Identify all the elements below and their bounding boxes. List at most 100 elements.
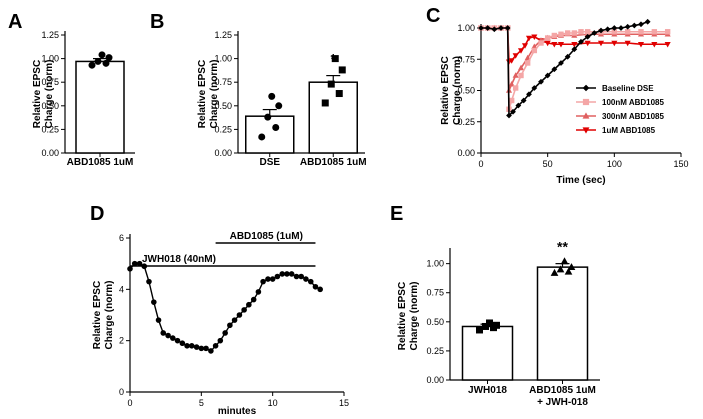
- panel-D-data-point: [141, 263, 148, 270]
- panel-C-legend-marker: [582, 84, 590, 92]
- panel-C-data-point: [544, 40, 551, 47]
- panel-C-data-point: [538, 78, 544, 85]
- panel-D-x-tick-label: 15: [339, 398, 349, 408]
- panel-C-data-point: [525, 35, 533, 42]
- panel-B-data-point: [268, 92, 276, 100]
- panel-D-data-point: [317, 286, 323, 293]
- panel-D-data-point: [236, 312, 243, 318]
- panel-C-y-tick-label: 0.00: [457, 148, 475, 158]
- panel-E-data-point: [560, 257, 569, 265]
- panel-C-data-point: [598, 27, 604, 34]
- panel-E-y-tick-label: 0.75: [426, 288, 444, 298]
- panel-D-data-point: [250, 296, 257, 303]
- panel-C-data-point: [517, 64, 525, 71]
- panel-B-bar: [245, 115, 295, 154]
- panel-C-x-label: Time (sec): [556, 175, 605, 186]
- panel-C-data-point: [551, 66, 558, 73]
- panel-C-legend-label: Baseline DSE: [602, 84, 654, 93]
- panel-C-legend-label: 100nM ABD1085: [602, 98, 665, 107]
- panel-C-data-point: [644, 18, 651, 25]
- panel-D-data-point: [179, 340, 186, 347]
- panel-D-data-point: [217, 337, 224, 344]
- panel-letter-D: D: [90, 203, 104, 225]
- panel-D-drug-label: ABD1085 (1uM): [230, 231, 303, 242]
- panel-C-data-point: [508, 97, 515, 104]
- panel-B-significance: *: [331, 51, 337, 67]
- panel-D-data-point: [151, 299, 157, 305]
- panel-C-data-point: [564, 53, 571, 60]
- panel-D-data-point: [260, 278, 266, 285]
- panel-D-x-tick-label: 0: [127, 398, 132, 408]
- panel-C-y-label: Relative EPSC: [440, 56, 451, 124]
- panel-D-data-point: [279, 271, 286, 277]
- panel-D-data-point: [274, 273, 281, 280]
- panel-B-category-label: ABD1085 1uM: [300, 157, 367, 168]
- panel-D-x-tick-label: 10: [268, 398, 278, 408]
- panel-C-data-point: [571, 41, 578, 48]
- panel-C-data-point: [611, 25, 618, 31]
- panel-A-y-tick-label: 0.25: [41, 124, 59, 134]
- panel-A-y-tick-label: 0.00: [41, 148, 59, 158]
- panel-C-data-point: [508, 81, 515, 87]
- panel-C-data-point: [558, 31, 564, 37]
- panel-D-data-point: [127, 266, 133, 272]
- panel-C-data-point: [478, 25, 484, 31]
- panel-C-data-point: [664, 41, 671, 48]
- panel-C-data-point: [664, 29, 671, 35]
- panel-E-data-point: [564, 267, 573, 275]
- panel-A-data-point: [102, 59, 110, 67]
- panel-C-data-point: [604, 26, 611, 33]
- panel-C-data-point: [637, 41, 645, 48]
- panel-C-data-point: [651, 41, 658, 48]
- panel-E-significance: **: [557, 239, 568, 255]
- panel-C-data-point: [651, 29, 658, 35]
- panel-C-data-point: [551, 32, 558, 39]
- panel-C-x-tick-label: 150: [673, 159, 688, 169]
- panel-C-data-point: [544, 72, 551, 79]
- panel-D-drug-label: JWH018 (40nM): [142, 254, 216, 265]
- panel-D-y-tick-label: 6: [119, 233, 124, 243]
- panel-D-data-point: [246, 301, 252, 308]
- panel-D-data-point: [222, 330, 228, 336]
- panel-C-data-point: [508, 58, 515, 64]
- panel-C-data-point: [524, 54, 531, 61]
- panel-C-legend-marker: [582, 112, 590, 119]
- panel-C-y-tick-label: 0.75: [457, 54, 475, 64]
- panel-C-data-point: [631, 22, 638, 29]
- panel-C-data-point: [531, 34, 538, 40]
- panel-C-data-point: [597, 40, 605, 47]
- panel-E-y-tick-label: 1.00: [426, 259, 444, 269]
- panel-C-x-tick-label: 100: [607, 159, 622, 169]
- panel-C-data-point: [584, 29, 591, 35]
- panel-E-category-label: JWH018: [468, 385, 507, 396]
- panel-C-data-point: [512, 72, 519, 78]
- panel-E-bar: [536, 266, 589, 381]
- panel-C-data-point: [521, 43, 529, 49]
- panel-D-data-point: [231, 317, 238, 323]
- panel-C-x-tick-label: 50: [543, 159, 553, 169]
- panel-A-data-point: [105, 54, 113, 62]
- panel-D-data-point: [198, 345, 205, 352]
- panel-A-y-tick-label: 0.50: [41, 101, 59, 111]
- panel-C-data-point: [584, 33, 591, 40]
- panel-D-data-point: [136, 260, 143, 267]
- panel-D-data-point: [265, 276, 271, 282]
- panel-A-data-point: [98, 51, 106, 59]
- panel-C-data-point: [624, 29, 631, 35]
- panel-C-data-point: [512, 53, 519, 59]
- panel-C-data-point: [531, 47, 538, 54]
- panel-C-data-point: [638, 21, 644, 28]
- panel-E-category-label: + JWH-018: [537, 397, 588, 408]
- panel-C-data-point: [491, 26, 498, 33]
- panel-B-y-tick-label: 0.00: [214, 148, 232, 158]
- panel-C-data-point: [571, 30, 578, 36]
- panel-C-x-tick-label: 0: [478, 159, 483, 169]
- panel-C-legend-label: 300nM ABD1085: [602, 112, 665, 121]
- panel-C-legend-marker: [582, 127, 590, 134]
- panel-C-data-point: [531, 85, 538, 91]
- panel-D-data-point: [184, 343, 190, 349]
- panel-C-data-point: [517, 48, 525, 54]
- panel-D-data-point: [160, 330, 167, 336]
- panel-E-data-point: [476, 326, 483, 334]
